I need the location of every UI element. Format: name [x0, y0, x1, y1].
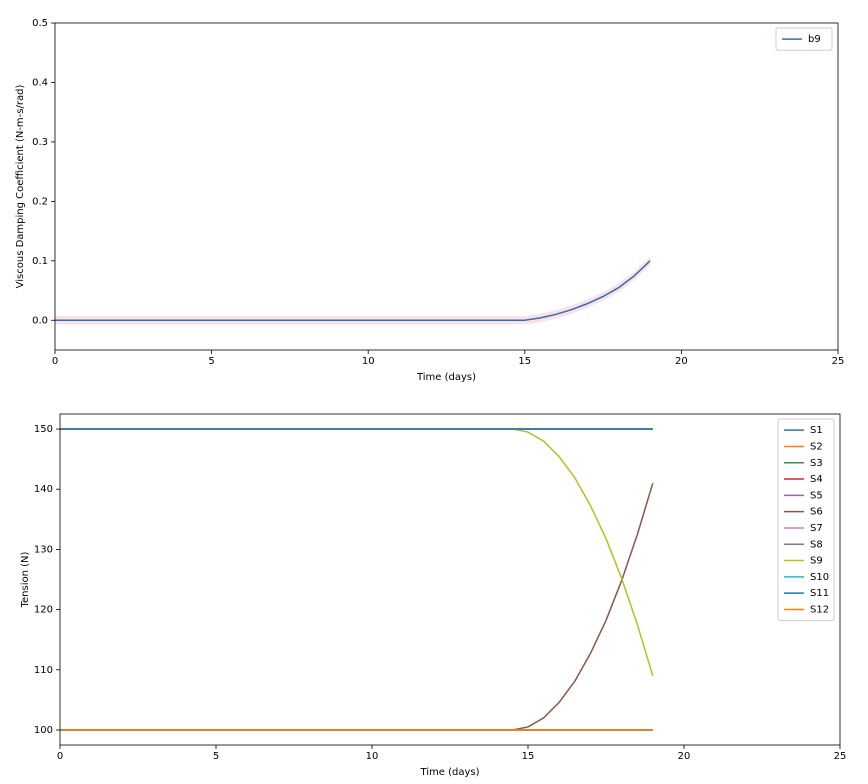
legend-label: S4: [810, 474, 823, 485]
x-tick-label: 20: [678, 751, 691, 762]
legend: S1 S2 S3 S4 S5 S6 S7 S8 S9 S10 S11 S12: [777, 418, 835, 622]
legend-label: S2: [810, 441, 823, 452]
x-tick-label: 10: [366, 751, 379, 762]
x-tick-label: 20: [675, 356, 688, 367]
y-tick-label: 120: [34, 605, 53, 616]
y-tick-label: 0.2: [32, 196, 48, 207]
y-tick-label: 140: [34, 484, 53, 495]
x-tick-label: 25: [834, 751, 847, 762]
legend-frame: [777, 418, 835, 622]
x-tick-label: 0: [57, 751, 63, 762]
y-tick-label: 0.0: [32, 315, 48, 326]
legend-label: S3: [810, 458, 823, 469]
legend-label: S12: [810, 604, 829, 615]
plot-frame: [54, 22, 839, 351]
uncertainty-band: [55, 256, 651, 325]
legend-label: S11: [810, 588, 829, 599]
x-tick-label: 25: [832, 356, 845, 367]
data-line: [55, 260, 651, 322]
y-axis-label: Viscous Damping Coefficient (N-m-s/rad): [15, 85, 26, 289]
legend-label: S9: [810, 556, 823, 567]
x-axis-label: Time (days): [416, 372, 476, 383]
x-tick-label: 15: [518, 356, 531, 367]
legend: b9: [775, 27, 833, 51]
legend-label: b9: [808, 34, 821, 45]
x-tick-label: 10: [362, 356, 375, 367]
y-tick-label: 150: [34, 424, 53, 435]
legend-label: S7: [810, 523, 823, 534]
y-tick-label: 0.5: [32, 18, 48, 29]
legend-frame: [775, 27, 833, 51]
x-tick-label: 5: [213, 751, 219, 762]
legend-label: S6: [810, 507, 823, 518]
x-axis-label: Time (days): [419, 767, 479, 778]
x-tick-label: 15: [522, 751, 535, 762]
x-tick-label: 0: [52, 356, 58, 367]
y-axis-label: Tension (N): [20, 552, 31, 609]
data-line: [60, 428, 654, 677]
legend-label: S1: [810, 425, 823, 436]
y-tick-label: 0.3: [32, 137, 48, 148]
x-tick-label: 5: [208, 356, 214, 367]
legend-label: S5: [810, 490, 823, 501]
y-tick-label: 0.1: [32, 256, 48, 267]
y-tick-label: 110: [34, 665, 53, 676]
y-tick-label: 100: [34, 725, 53, 736]
legend-label: S8: [810, 539, 823, 550]
y-tick-label: 0.4: [32, 77, 48, 88]
legend-label: S10: [810, 572, 829, 583]
plot-frame: [59, 413, 841, 746]
data-line: [60, 482, 654, 731]
y-tick-label: 130: [34, 544, 53, 555]
